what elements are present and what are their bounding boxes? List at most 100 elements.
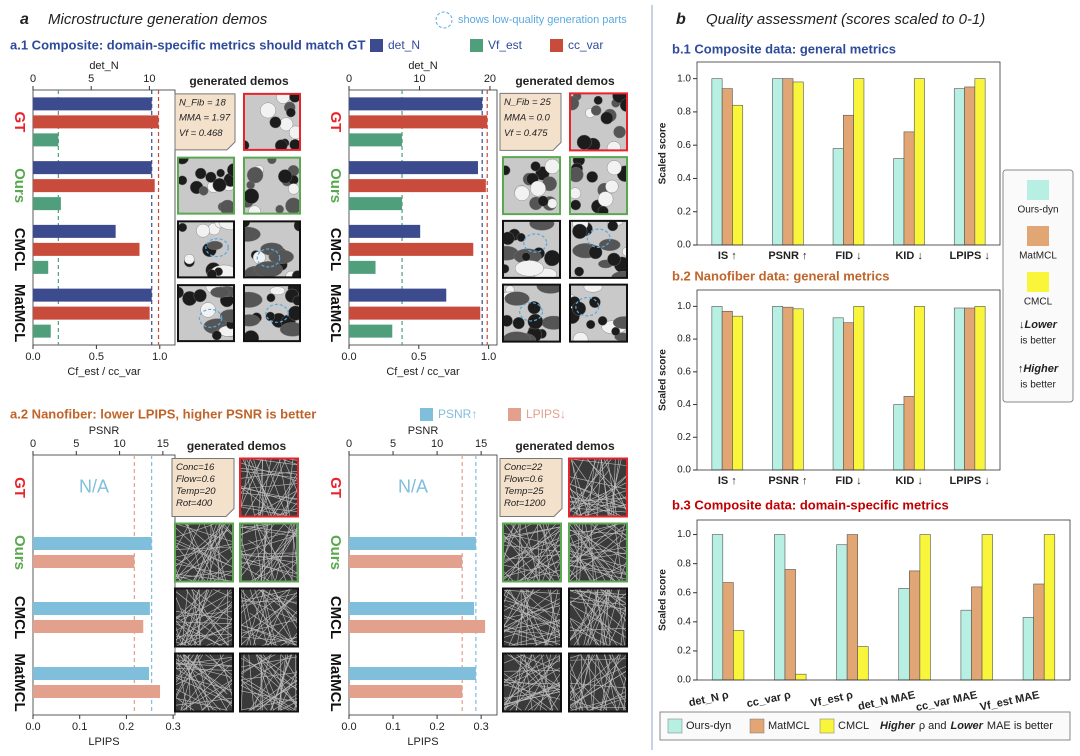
bar bbox=[960, 609, 972, 681]
bar bbox=[1033, 583, 1045, 681]
demo-frame bbox=[569, 156, 628, 216]
bar bbox=[913, 78, 925, 246]
annotation-box bbox=[499, 458, 563, 517]
bar bbox=[919, 534, 931, 681]
x-tick-label: FID ↓ bbox=[835, 250, 861, 262]
x2-tick-label: 5 bbox=[390, 438, 396, 450]
x-tick-label: det_N ρ bbox=[688, 689, 730, 709]
subplot-title: a.1 Composite: domain-specific metrics s… bbox=[10, 37, 365, 52]
demo-image bbox=[240, 588, 298, 647]
x2-tick-label: 15 bbox=[475, 438, 487, 450]
bar bbox=[772, 78, 784, 246]
legend-swatch bbox=[819, 718, 835, 734]
x2-tick-label: 10 bbox=[113, 438, 125, 450]
bar bbox=[349, 224, 421, 238]
x-tick-label: FID ↓ bbox=[835, 475, 861, 487]
category-label: MatMCL bbox=[327, 284, 344, 342]
bar bbox=[33, 306, 150, 320]
bar bbox=[349, 260, 376, 274]
bar bbox=[33, 224, 116, 238]
y-tick-label: 1.0 bbox=[677, 529, 691, 540]
y-tick-label: 1.0 bbox=[677, 73, 691, 84]
demo-frame bbox=[177, 284, 235, 343]
plot-frame bbox=[32, 454, 176, 716]
x-tick-label: det_N MAE bbox=[857, 689, 916, 713]
bar bbox=[853, 78, 865, 246]
y-tick-label: 0.0 bbox=[677, 465, 691, 476]
demo-image bbox=[503, 653, 561, 712]
bar bbox=[711, 306, 723, 471]
x-tick-label: PSNR ↑ bbox=[768, 250, 807, 262]
bar bbox=[772, 306, 784, 471]
bar bbox=[782, 78, 794, 246]
x-tick-label: 0.0 bbox=[25, 351, 40, 363]
bar bbox=[843, 114, 854, 246]
panel-title: Quality assessment (scores scaled to 0-1… bbox=[706, 11, 985, 28]
bar bbox=[964, 86, 976, 246]
x2-tick-label: 0 bbox=[346, 438, 352, 450]
demo-frame bbox=[569, 283, 628, 343]
demo-frame bbox=[174, 652, 234, 713]
x2-tick-label: 5 bbox=[88, 73, 94, 85]
demo-frame bbox=[569, 92, 628, 152]
x2-axis-label: PSNR bbox=[89, 425, 120, 437]
demo-image bbox=[244, 221, 300, 278]
y-tick-label: 0.0 bbox=[677, 675, 691, 686]
bar bbox=[349, 179, 486, 193]
bar bbox=[792, 308, 804, 471]
demo-image bbox=[503, 220, 560, 278]
demo-frame bbox=[568, 457, 628, 518]
bar bbox=[711, 78, 723, 246]
bar bbox=[33, 620, 144, 633]
legend-label: cc_var bbox=[568, 38, 603, 52]
bar bbox=[971, 586, 983, 681]
bar bbox=[33, 324, 51, 338]
demo-frame bbox=[502, 587, 562, 648]
y-tick-label: 0.4 bbox=[677, 399, 691, 410]
low-quality-mark bbox=[205, 238, 229, 258]
legend-label: MatMCL bbox=[1019, 251, 1057, 262]
bar bbox=[349, 133, 403, 147]
bar bbox=[898, 588, 910, 681]
y-axis-label: Scaled score bbox=[658, 569, 669, 631]
x-tick-label: 0.1 bbox=[72, 721, 87, 733]
x2-axis-label: PSNR bbox=[408, 425, 439, 437]
demo-frame bbox=[174, 522, 234, 583]
demo-frame bbox=[502, 156, 561, 216]
subplot-title: b.3 Composite data: domain-specific metr… bbox=[672, 497, 949, 512]
plot-frame bbox=[348, 89, 498, 346]
annotation-box bbox=[499, 92, 562, 151]
demo-image bbox=[240, 653, 298, 712]
x-tick-label: PSNR ↑ bbox=[768, 475, 807, 487]
demo-image bbox=[178, 285, 234, 342]
demo-image bbox=[244, 285, 300, 342]
demo-image bbox=[244, 157, 300, 214]
demo-image bbox=[569, 588, 627, 647]
demo-frame bbox=[239, 652, 299, 713]
demo-frame bbox=[177, 156, 235, 215]
demo-image bbox=[240, 523, 298, 582]
bar bbox=[846, 534, 859, 681]
bar bbox=[732, 104, 744, 246]
bar bbox=[33, 197, 61, 211]
x-tick-label: KID ↓ bbox=[895, 475, 923, 487]
bar bbox=[953, 307, 965, 471]
bar bbox=[721, 88, 733, 246]
bar bbox=[964, 307, 976, 471]
low-quality-mark bbox=[523, 233, 548, 253]
demo-image bbox=[503, 523, 561, 582]
bar bbox=[33, 242, 140, 256]
x-tick-label: 0.0 bbox=[25, 721, 40, 733]
x-tick-label: 0.0 bbox=[341, 721, 356, 733]
bar bbox=[893, 404, 905, 471]
category-label: Ours bbox=[11, 168, 28, 203]
bar bbox=[732, 315, 744, 471]
legend-swatch bbox=[1027, 226, 1049, 246]
demo-frame bbox=[243, 92, 301, 151]
legend-note: Lower bbox=[951, 720, 984, 732]
legend-label: Vf_est bbox=[488, 38, 523, 52]
demos-label: generated demos bbox=[515, 74, 615, 88]
annotation-text: Rot=1200 bbox=[504, 498, 546, 509]
legend-swatch bbox=[470, 39, 483, 52]
category-label: MatMCL bbox=[11, 653, 28, 711]
